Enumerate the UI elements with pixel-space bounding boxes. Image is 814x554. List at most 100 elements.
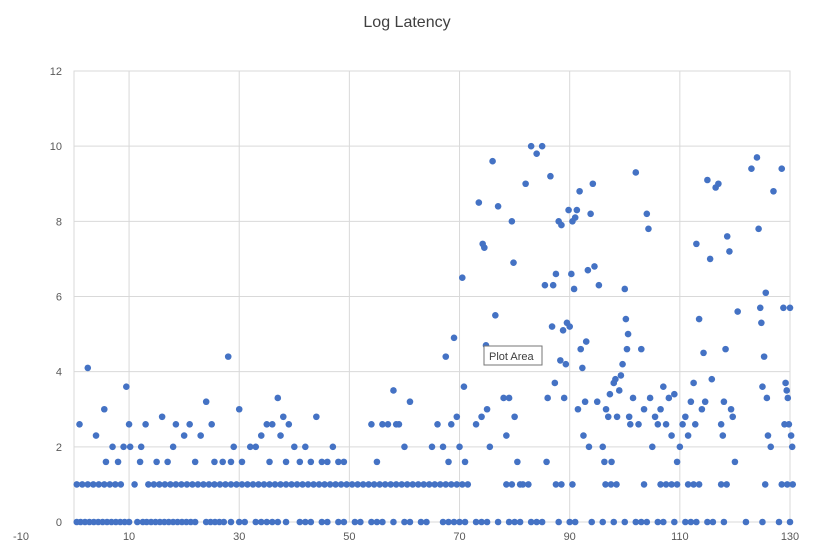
data-point[interactable]: [332, 481, 339, 488]
data-point[interactable]: [76, 420, 83, 428]
data-point[interactable]: [315, 481, 323, 488]
data-point[interactable]: [197, 432, 204, 439]
data-point[interactable]: [288, 481, 295, 488]
data-point[interactable]: [668, 481, 675, 488]
data-point[interactable]: [610, 518, 618, 526]
data-point[interactable]: [671, 518, 678, 526]
data-point[interactable]: [401, 518, 408, 526]
data-point[interactable]: [755, 225, 762, 233]
data-point[interactable]: [296, 518, 304, 526]
data-point[interactable]: [216, 481, 224, 488]
data-point[interactable]: [439, 443, 447, 451]
data-point[interactable]: [622, 315, 630, 323]
data-point[interactable]: [544, 394, 551, 402]
data-point[interactable]: [368, 518, 375, 526]
data-point[interactable]: [321, 481, 328, 488]
data-point[interactable]: [612, 375, 619, 383]
data-point[interactable]: [527, 518, 535, 526]
data-point[interactable]: [472, 518, 480, 526]
data-point[interactable]: [591, 263, 598, 270]
data-point[interactable]: [131, 481, 138, 488]
data-point[interactable]: [134, 518, 141, 526]
data-point[interactable]: [519, 481, 527, 488]
data-point[interactable]: [673, 458, 681, 466]
data-point[interactable]: [464, 481, 472, 488]
data-point[interactable]: [395, 420, 403, 428]
data-point[interactable]: [324, 458, 331, 466]
data-point[interactable]: [570, 285, 578, 293]
data-point[interactable]: [693, 240, 700, 248]
data-point[interactable]: [552, 270, 560, 278]
data-point[interactable]: [649, 443, 656, 451]
data-point[interactable]: [84, 481, 92, 488]
data-point[interactable]: [767, 443, 775, 451]
data-point[interactable]: [406, 518, 414, 526]
data-point[interactable]: [456, 443, 463, 451]
data-point[interactable]: [164, 458, 171, 466]
data-point[interactable]: [601, 458, 608, 466]
data-point[interactable]: [587, 210, 594, 218]
data-point[interactable]: [211, 481, 218, 488]
data-point[interactable]: [787, 432, 795, 439]
data-point[interactable]: [227, 481, 235, 488]
data-point[interactable]: [376, 481, 383, 488]
data-point[interactable]: [302, 518, 309, 526]
data-point[interactable]: [613, 481, 620, 488]
data-point[interactable]: [211, 458, 218, 466]
data-point[interactable]: [379, 420, 386, 428]
data-point[interactable]: [599, 443, 607, 451]
data-point[interactable]: [615, 387, 623, 394]
data-point[interactable]: [282, 518, 290, 526]
data-point[interactable]: [690, 379, 697, 387]
data-point[interactable]: [260, 481, 268, 488]
data-point[interactable]: [227, 458, 235, 466]
data-point[interactable]: [439, 518, 447, 526]
data-point[interactable]: [461, 518, 469, 526]
data-point[interactable]: [445, 458, 452, 466]
data-point[interactable]: [758, 319, 765, 327]
data-point[interactable]: [423, 518, 430, 526]
data-point[interactable]: [720, 398, 728, 406]
data-point[interactable]: [645, 225, 652, 233]
data-point[interactable]: [112, 481, 119, 488]
data-point[interactable]: [687, 518, 695, 526]
data-point[interactable]: [461, 458, 469, 466]
data-point[interactable]: [244, 481, 251, 488]
data-point[interactable]: [307, 518, 315, 526]
data-point[interactable]: [156, 481, 163, 488]
data-point[interactable]: [665, 394, 673, 402]
data-point[interactable]: [238, 458, 246, 466]
data-point[interactable]: [257, 518, 265, 526]
data-point[interactable]: [538, 142, 546, 150]
data-point[interactable]: [662, 481, 670, 488]
data-point[interactable]: [632, 518, 640, 526]
data-point[interactable]: [574, 405, 582, 413]
data-point[interactable]: [582, 338, 590, 345]
data-point[interactable]: [359, 481, 367, 488]
data-point[interactable]: [324, 518, 331, 526]
data-point[interactable]: [785, 420, 793, 428]
data-point[interactable]: [100, 481, 108, 488]
data-point[interactable]: [472, 420, 480, 428]
data-point[interactable]: [492, 311, 499, 319]
data-point[interactable]: [486, 443, 494, 451]
data-point[interactable]: [514, 458, 521, 466]
data-point[interactable]: [547, 172, 554, 180]
data-point[interactable]: [693, 518, 700, 526]
data-point[interactable]: [277, 481, 284, 488]
data-point[interactable]: [562, 360, 570, 368]
data-point[interactable]: [700, 349, 707, 357]
data-point[interactable]: [478, 413, 485, 421]
data-point[interactable]: [662, 420, 670, 428]
data-point[interactable]: [257, 432, 265, 439]
data-point[interactable]: [789, 481, 797, 488]
data-point[interactable]: [329, 443, 337, 451]
data-point[interactable]: [637, 345, 645, 353]
data-point[interactable]: [722, 345, 729, 353]
data-point[interactable]: [764, 432, 772, 439]
data-point[interactable]: [552, 481, 560, 488]
data-point[interactable]: [246, 443, 254, 451]
data-point[interactable]: [153, 458, 160, 466]
data-point[interactable]: [660, 383, 667, 391]
data-point[interactable]: [617, 372, 625, 379]
